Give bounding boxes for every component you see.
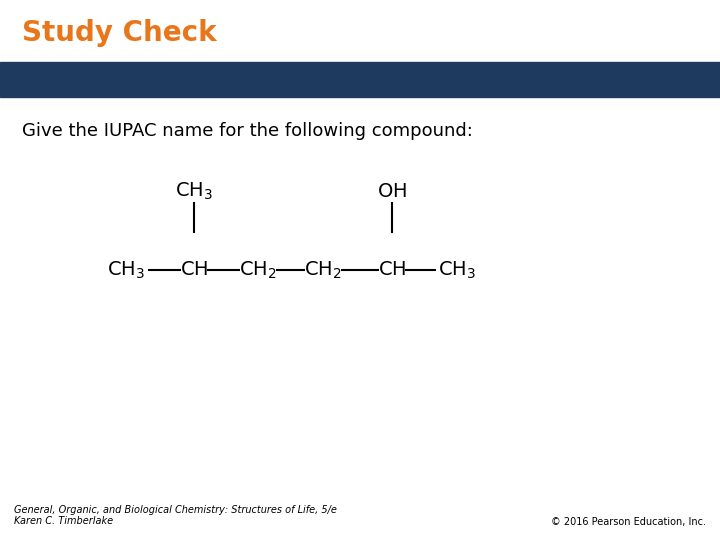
Text: $\mathrm{CH_2}$: $\mathrm{CH_2}$ bbox=[239, 259, 276, 281]
Text: $\mathrm{CH}$: $\mathrm{CH}$ bbox=[180, 261, 209, 279]
Text: $\mathrm{CH_3}$: $\mathrm{CH_3}$ bbox=[438, 259, 476, 281]
Text: $\mathrm{CH}$: $\mathrm{CH}$ bbox=[378, 261, 407, 279]
Text: $\mathrm{OH}$: $\mathrm{OH}$ bbox=[377, 183, 408, 201]
Text: © 2016 Pearson Education, Inc.: © 2016 Pearson Education, Inc. bbox=[551, 516, 706, 526]
Text: $\mathrm{CH_3}$: $\mathrm{CH_3}$ bbox=[107, 259, 145, 281]
Text: Study Check: Study Check bbox=[22, 19, 216, 47]
Text: Give the IUPAC name for the following compound:: Give the IUPAC name for the following co… bbox=[22, 122, 472, 139]
Text: $\mathrm{CH_2}$: $\mathrm{CH_2}$ bbox=[304, 259, 341, 281]
Bar bbox=[0, 62, 720, 97]
Text: $\mathrm{CH_3}$: $\mathrm{CH_3}$ bbox=[176, 181, 213, 202]
Text: General, Organic, and Biological Chemistry: Structures of Life, 5/e
Karen C. Tim: General, Organic, and Biological Chemist… bbox=[14, 505, 337, 526]
